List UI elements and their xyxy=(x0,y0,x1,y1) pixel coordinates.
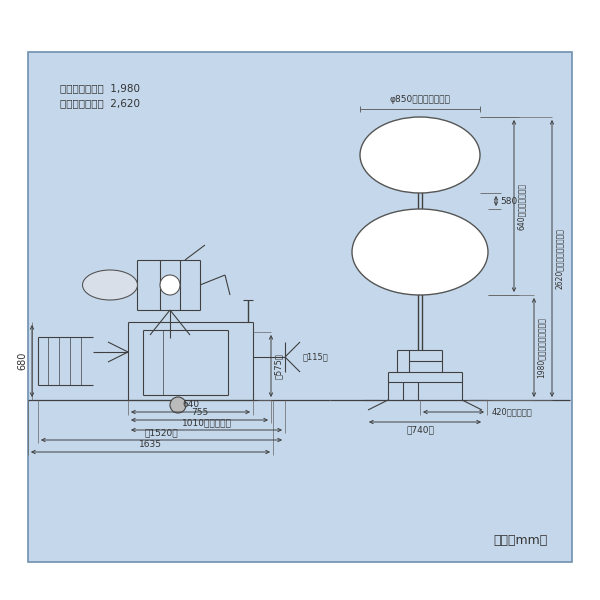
Text: （115）: （115） xyxy=(303,352,329,361)
Text: （1520）: （1520） xyxy=(145,428,178,437)
Bar xyxy=(28,52,572,562)
Text: 580: 580 xyxy=(500,196,517,205)
Ellipse shape xyxy=(360,117,480,193)
Text: 1635: 1635 xyxy=(139,440,162,449)
Circle shape xyxy=(160,275,180,295)
Text: マスト最大高さ  2,620: マスト最大高さ 2,620 xyxy=(60,98,140,108)
Text: 640（ストローク）: 640（ストローク） xyxy=(517,182,526,229)
Text: （740）: （740） xyxy=(406,425,434,434)
Text: 単位（mm）: 単位（mm） xyxy=(493,533,547,547)
Ellipse shape xyxy=(352,209,488,295)
Text: （575）: （575） xyxy=(274,353,283,379)
Text: φ850（バルーン径）: φ850（バルーン径） xyxy=(389,95,451,104)
Text: 2620（マスト最大高さ）: 2620（マスト最大高さ） xyxy=(555,228,564,289)
Text: 1980（マスト最小高さ）: 1980（マスト最小高さ） xyxy=(537,317,546,378)
Text: 680: 680 xyxy=(17,352,27,370)
Text: 420（収納時）: 420（収納時） xyxy=(492,407,533,416)
Text: 640: 640 xyxy=(182,400,199,409)
Text: 755: 755 xyxy=(191,408,208,417)
Ellipse shape xyxy=(83,270,137,300)
Text: 1010（収納時）: 1010（収納時） xyxy=(182,418,232,427)
Circle shape xyxy=(170,397,186,413)
Text: マスト最小高さ  1,980: マスト最小高さ 1,980 xyxy=(60,83,140,93)
